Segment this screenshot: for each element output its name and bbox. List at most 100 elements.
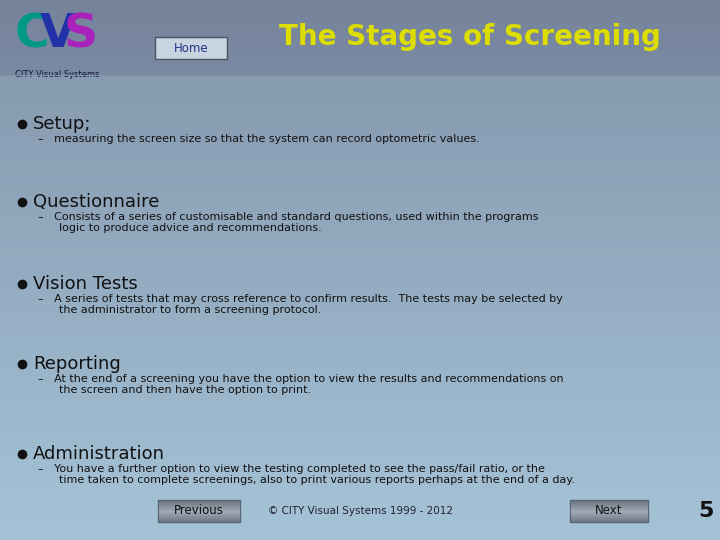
Bar (0, 496, 720, 500)
Bar (0, 156, 720, 159)
Text: logic to produce advice and recommendations.: logic to produce advice and recommendati… (38, 223, 322, 233)
Text: the screen and then have the option to print.: the screen and then have the option to p… (38, 385, 311, 395)
Bar (0, 483, 720, 486)
Bar (0, 9, 720, 10)
Bar (158, 511, 240, 512)
Bar (0, 172, 720, 176)
Bar (0, 44, 720, 45)
Bar (0, 504, 720, 508)
Bar (0, 71, 720, 72)
Bar (0, 321, 720, 324)
Bar (0, 18, 720, 19)
Bar (0, 288, 720, 292)
Bar (0, 537, 720, 540)
Bar (0, 210, 720, 213)
Bar (0, 18, 720, 22)
Bar (570, 518, 648, 519)
Bar (0, 291, 720, 294)
Bar (158, 507, 240, 508)
Text: –   At the end of a screening you have the option to view the results and recomm: – At the end of a screening you have the… (38, 374, 564, 384)
Bar (0, 337, 720, 340)
Bar (0, 62, 720, 63)
Bar (158, 517, 240, 518)
Bar (570, 510, 648, 511)
Bar (0, 32, 720, 35)
Bar (0, 278, 720, 281)
Bar (158, 518, 240, 519)
Bar (0, 159, 720, 162)
Bar (0, 286, 720, 289)
Bar (0, 153, 720, 157)
Bar (0, 126, 720, 130)
Bar (0, 488, 720, 491)
Bar (0, 72, 720, 73)
Bar (0, 58, 720, 59)
Bar (0, 12, 720, 13)
Bar (0, 45, 720, 46)
Bar (0, 24, 720, 27)
Bar (570, 517, 648, 518)
Bar (0, 134, 720, 138)
Bar (0, 51, 720, 52)
Bar (0, 167, 720, 170)
Bar (0, 175, 720, 178)
Bar (0, 329, 720, 332)
Bar (158, 514, 240, 515)
Bar (0, 140, 720, 143)
Bar (158, 504, 240, 505)
Bar (0, 75, 720, 78)
Text: 5: 5 (698, 501, 714, 521)
Bar (570, 512, 648, 513)
Bar (0, 17, 720, 18)
Bar (0, 8, 720, 9)
Bar (570, 515, 648, 516)
Text: Home: Home (174, 42, 208, 55)
Bar (570, 500, 648, 522)
Bar (158, 506, 240, 507)
Bar (0, 426, 720, 429)
Bar (0, 66, 720, 67)
Text: © CITY Visual Systems 1999 - 2012: © CITY Visual Systems 1999 - 2012 (268, 506, 452, 516)
Bar (0, 105, 720, 108)
Bar (0, 145, 720, 149)
Bar (0, 423, 720, 427)
Text: time taken to complete screenings, also to print various reports perhaps at the : time taken to complete screenings, also … (38, 475, 575, 485)
Bar (0, 116, 720, 119)
Bar (158, 500, 240, 501)
Bar (0, 245, 720, 248)
Bar (0, 267, 720, 270)
Text: Next: Next (595, 504, 623, 517)
Bar (0, 40, 720, 41)
Bar (0, 43, 720, 44)
Bar (0, 38, 720, 39)
Bar (0, 180, 720, 184)
Bar (0, 86, 720, 89)
Bar (0, 53, 720, 57)
Bar (0, 356, 720, 359)
Text: Previous: Previous (174, 504, 224, 517)
Bar (0, 253, 720, 256)
Bar (0, 68, 720, 69)
Text: the administrator to form a screening protocol.: the administrator to form a screening pr… (38, 305, 321, 315)
Bar (0, 240, 720, 243)
Bar (0, 4, 720, 5)
Bar (0, 11, 720, 12)
Bar (0, 510, 720, 513)
Bar (0, 15, 720, 16)
Bar (0, 234, 720, 238)
Bar (0, 7, 720, 8)
Bar (0, 62, 720, 65)
Bar (0, 334, 720, 338)
Bar (0, 469, 720, 472)
Bar (0, 307, 720, 310)
Bar (0, 383, 720, 386)
Bar (0, 83, 720, 86)
Bar (0, 472, 720, 475)
Bar (0, 67, 720, 70)
Bar (0, 475, 720, 478)
Bar (0, 60, 720, 61)
Bar (0, 170, 720, 173)
Bar (0, 345, 720, 348)
Bar (0, 16, 720, 17)
Bar (0, 205, 720, 208)
